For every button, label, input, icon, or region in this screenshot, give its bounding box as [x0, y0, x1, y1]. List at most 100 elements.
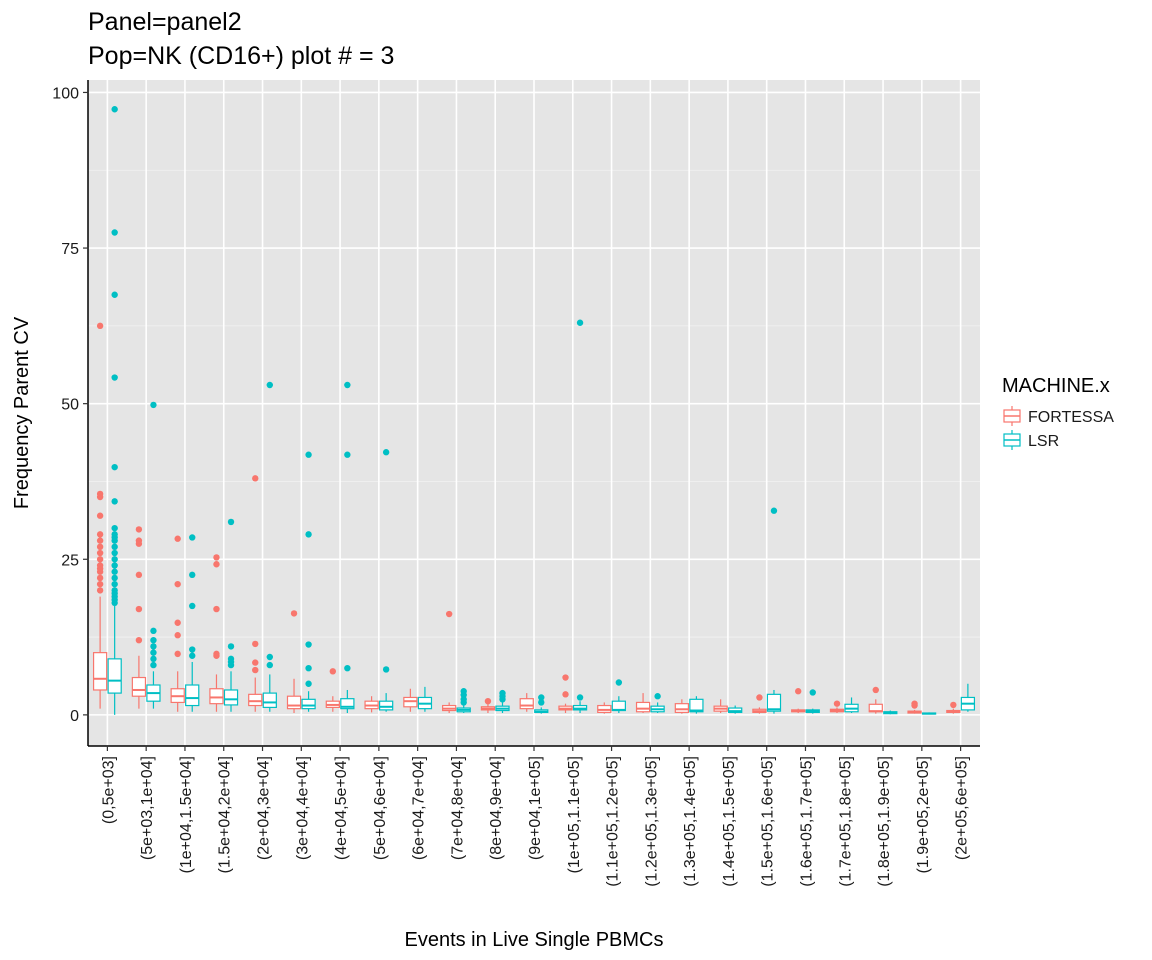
y-axis-title: Frequency Parent CV	[11, 316, 33, 509]
outlier-point	[756, 694, 763, 701]
outlier-point	[96, 587, 104, 594]
outlier-point	[111, 106, 118, 113]
outlier-point	[189, 534, 196, 541]
box-fortessa-11	[519, 693, 534, 712]
outlier-point	[950, 701, 957, 709]
outlier-point	[305, 664, 312, 672]
box-fortessa-12	[558, 674, 573, 714]
outlier-point	[111, 568, 118, 575]
outlier-point	[96, 531, 104, 538]
outlier-point	[189, 646, 196, 653]
outlier-point	[538, 694, 545, 701]
x-tick-label: (2e+05,6e+05]	[954, 756, 971, 860]
legend-key-fortessa	[1003, 406, 1021, 426]
outlier-point	[111, 531, 118, 538]
box-fortessa-13	[597, 702, 612, 714]
outlier-point	[872, 686, 879, 694]
legend-label-fortessa: FORTESSA	[1028, 409, 1114, 426]
outlier-point	[382, 449, 390, 456]
outlier-point	[252, 666, 259, 674]
outlier-point	[290, 610, 298, 617]
x-tick-label: (1.1e+05,1.2e+05]	[605, 756, 622, 887]
box-lsr-15	[689, 696, 704, 714]
box-iqr	[107, 658, 122, 694]
outlier-point	[654, 693, 661, 700]
x-tick-label: (1.8e+05,1.9e+05]	[876, 756, 893, 887]
box-lsr-2	[185, 534, 200, 712]
box-iqr	[340, 698, 355, 710]
boxes-layer	[92, 106, 976, 715]
legend-key-lsr	[1003, 430, 1021, 450]
outlier-point	[344, 664, 351, 672]
x-axis-title: Events in Live Single PBMCs	[404, 929, 663, 951]
box-iqr	[674, 703, 690, 713]
outlier-point	[266, 381, 273, 389]
box-fortessa-7	[364, 696, 379, 713]
outlier-point	[111, 580, 118, 588]
outlier-point	[135, 537, 143, 544]
box-lsr-1	[146, 401, 161, 709]
outlier-point	[111, 524, 118, 532]
outlier-point	[111, 574, 118, 582]
outlier-point	[111, 543, 118, 551]
x-tick-label: (1.5e+04,2e+04]	[217, 756, 234, 873]
outlier-point	[96, 549, 104, 557]
chart-title: Panel=panel2	[88, 8, 242, 36]
outlier-point	[150, 627, 157, 635]
box-fortessa-8	[403, 688, 418, 712]
box-iqr	[131, 676, 147, 697]
x-tick-label: (1.3e+05,1.4e+05]	[682, 756, 699, 887]
x-tick-label: (1.5e+05,1.6e+05]	[760, 756, 777, 887]
outlier-point	[96, 512, 104, 519]
box-iqr	[766, 693, 782, 712]
outlier-point	[96, 556, 104, 563]
outlier-point	[174, 580, 181, 588]
outlier-point	[96, 490, 104, 498]
box-lsr-17	[766, 507, 782, 714]
box-lsr-4	[262, 381, 277, 712]
box-lsr-13	[611, 679, 626, 714]
box-iqr	[209, 688, 224, 705]
outlier-point	[445, 610, 453, 618]
outlier-point	[111, 463, 118, 471]
outlier-point	[562, 691, 569, 698]
x-tick-label: (1.6e+05,1.7e+05]	[798, 756, 815, 887]
box-iqr	[248, 693, 263, 707]
box-fortessa-19	[829, 700, 845, 714]
outlier-point	[576, 694, 584, 701]
box-lsr-0	[107, 106, 122, 715]
box-iqr	[635, 701, 651, 713]
x-tick-label: (1e+05,1.1e+05]	[566, 756, 583, 873]
box-fortessa-4	[248, 475, 263, 712]
outlier-point	[227, 643, 235, 650]
outlier-point	[344, 381, 351, 389]
outlier-point	[344, 451, 351, 458]
x-tick-label: (1.9e+05,2e+05]	[915, 756, 932, 873]
x-tick-label: (0,5e+03]	[100, 756, 117, 824]
x-tick-label: (5e+03,1e+04]	[139, 756, 156, 860]
outlier-point	[213, 554, 220, 561]
x-tick-label: (1e+04,1.5e+04]	[178, 756, 195, 873]
y-tick-label: 75	[61, 241, 79, 258]
box-lsr-19	[844, 697, 859, 714]
outlier-point	[135, 605, 143, 613]
box-fortessa-14	[635, 693, 651, 714]
x-tick-label: (2e+04,3e+04]	[256, 756, 273, 860]
outlier-point	[329, 668, 337, 675]
outlier-point	[911, 700, 918, 707]
outlier-point	[305, 680, 312, 687]
outlier-point	[305, 451, 312, 458]
outlier-point	[174, 619, 181, 626]
outlier-point	[150, 649, 157, 656]
box-lsr-6	[340, 381, 355, 714]
box-iqr	[286, 695, 302, 710]
x-tick-label: (1.2e+05,1.3e+05]	[643, 756, 660, 887]
box-fortessa-15	[674, 699, 690, 714]
outlier-point	[135, 636, 143, 644]
outlier-point	[227, 518, 235, 526]
outlier-point	[111, 562, 118, 569]
outlier-point	[615, 679, 623, 686]
outlier-point	[213, 561, 220, 568]
outlier-point	[96, 574, 104, 582]
